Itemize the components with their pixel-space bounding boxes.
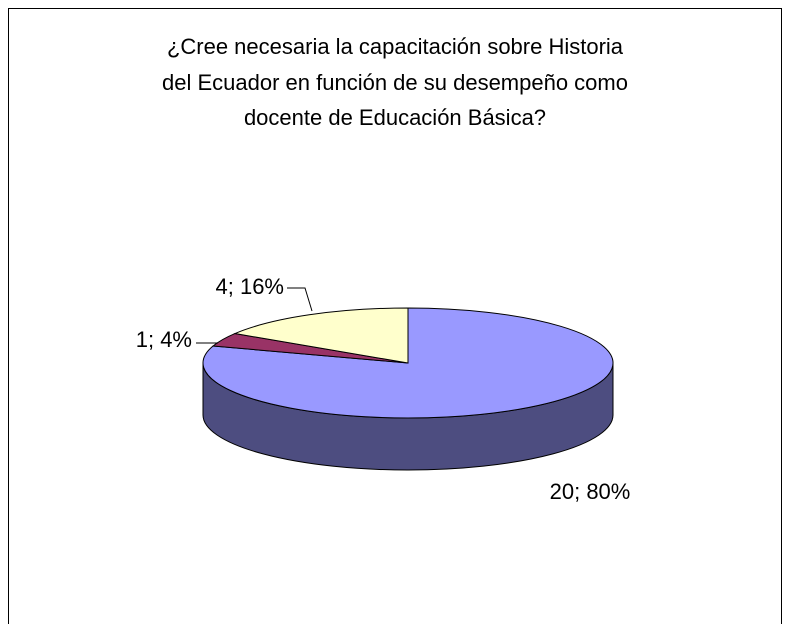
leader-line (287, 287, 313, 312)
data-label: 20; 80% (550, 479, 631, 504)
data-label: 4; 16% (216, 274, 285, 299)
chart-title: docente de Educación Básica? (244, 105, 546, 130)
chart-title: ¿Cree necesaria la capacitación sobre Hi… (167, 34, 624, 59)
pie-slice (233, 307, 409, 364)
chart-title: del Ecuador en función de su desempeño c… (162, 70, 628, 95)
data-label: 1; 4% (136, 327, 192, 352)
